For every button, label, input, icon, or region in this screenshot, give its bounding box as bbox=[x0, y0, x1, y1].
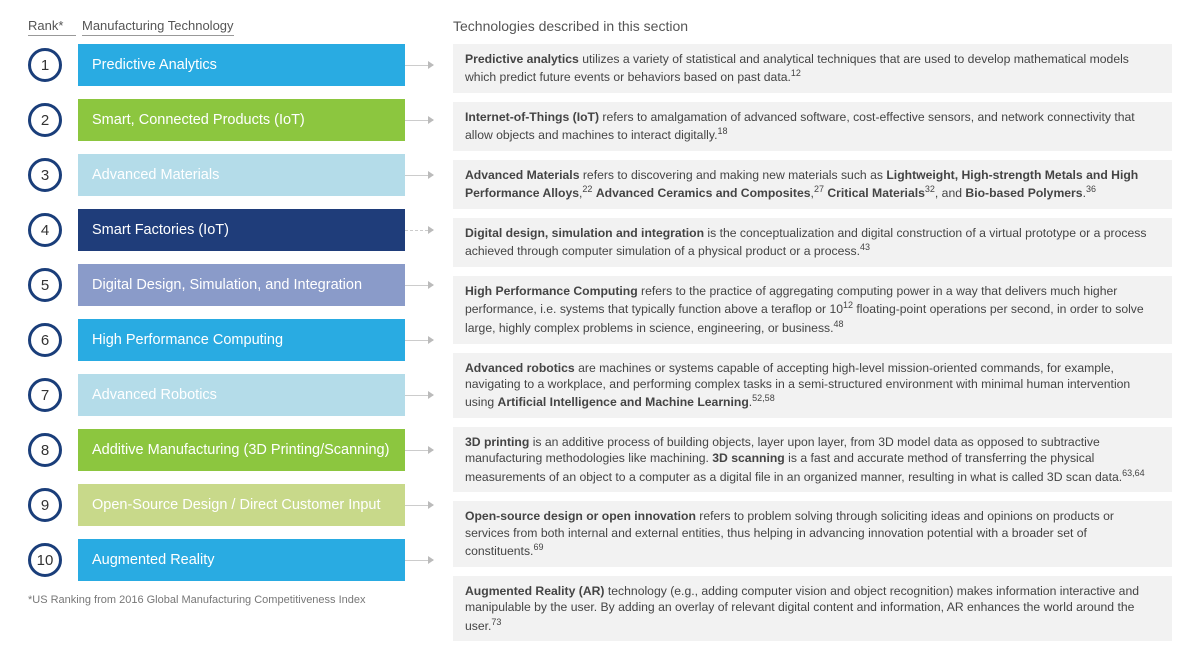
arrowhead-icon bbox=[428, 116, 434, 124]
descriptions-host: Predictive analytics utilizes a variety … bbox=[453, 44, 1172, 641]
connector bbox=[405, 484, 433, 526]
tech-row: 4 Smart Factories (IoT) bbox=[28, 209, 433, 251]
arrowhead-icon bbox=[428, 556, 434, 564]
arrowhead-icon bbox=[428, 61, 434, 69]
tech-row: 8 Additive Manufacturing (3D Printing/Sca… bbox=[28, 429, 433, 471]
tech-bar: Digital Design, Simulation, and Integrat… bbox=[78, 264, 405, 306]
rank-circle: 6 bbox=[28, 323, 62, 357]
tech-row: 6 High Performance Computing bbox=[28, 319, 433, 361]
tech-row: 1 Predictive Analytics bbox=[28, 44, 433, 86]
tech-bar: Predictive Analytics bbox=[78, 44, 405, 86]
header-rank: Rank* bbox=[28, 18, 76, 36]
connector bbox=[405, 539, 433, 581]
tech-row: 10 Augmented Reality bbox=[28, 539, 433, 581]
arrowhead-icon bbox=[428, 281, 434, 289]
right-column: Technologies described in this section P… bbox=[433, 18, 1172, 650]
arrowhead-icon bbox=[428, 391, 434, 399]
rank-circle: 9 bbox=[28, 488, 62, 522]
connector bbox=[405, 374, 433, 416]
connector bbox=[405, 429, 433, 471]
header-descriptions: Technologies described in this section bbox=[453, 18, 1172, 34]
tech-bar: Additive Manufacturing (3D Printing/Scan… bbox=[78, 429, 405, 471]
arrowhead-icon bbox=[428, 171, 434, 179]
description-block: Augmented Reality (AR) technology (e.g.,… bbox=[453, 576, 1172, 641]
arrowhead-icon bbox=[428, 336, 434, 344]
tech-bar: Augmented Reality bbox=[78, 539, 405, 581]
description-block: High Performance Computing refers to the… bbox=[453, 276, 1172, 344]
description-block: Internet-of-Things (IoT) refers to amalg… bbox=[453, 102, 1172, 151]
description-block: 3D printing is an additive process of bu… bbox=[453, 427, 1172, 492]
footnote: *US Ranking from 2016 Global Manufacturi… bbox=[28, 594, 433, 606]
tech-row: 3 Advanced Materials bbox=[28, 154, 433, 196]
connector bbox=[405, 209, 433, 251]
tech-row: 5 Digital Design, Simulation, and Integra… bbox=[28, 264, 433, 306]
description-block: Advanced Materials refers to discovering… bbox=[453, 160, 1172, 209]
tech-bar: High Performance Computing bbox=[78, 319, 405, 361]
rank-circle: 8 bbox=[28, 433, 62, 467]
description-block: Predictive analytics utilizes a variety … bbox=[453, 44, 1172, 93]
rank-circle: 3 bbox=[28, 158, 62, 192]
left-column: Rank* Manufacturing Technology 1 Predicti… bbox=[28, 18, 433, 650]
header-tech: Manufacturing Technology bbox=[82, 18, 234, 36]
connector bbox=[405, 319, 433, 361]
left-headers: Rank* Manufacturing Technology bbox=[28, 18, 433, 36]
description-block: Open-source design or open innovation re… bbox=[453, 501, 1172, 566]
tech-row: 9 Open-Source Design / Direct Customer In… bbox=[28, 484, 433, 526]
arrowhead-icon bbox=[428, 226, 434, 234]
connector bbox=[405, 44, 433, 86]
rank-circle: 2 bbox=[28, 103, 62, 137]
tech-bar: Open-Source Design / Direct Customer Inp… bbox=[78, 484, 405, 526]
tech-bar: Smart, Connected Products (IoT) bbox=[78, 99, 405, 141]
tech-row: 2 Smart, Connected Products (IoT) bbox=[28, 99, 433, 141]
tech-row: 7 Advanced Robotics bbox=[28, 374, 433, 416]
description-block: Digital design, simulation and integrati… bbox=[453, 218, 1172, 267]
rank-circle: 5 bbox=[28, 268, 62, 302]
rank-circle: 4 bbox=[28, 213, 62, 247]
rank-circle: 7 bbox=[28, 378, 62, 412]
rows-host: 1 Predictive Analytics 2 Smart, Connected P… bbox=[28, 44, 433, 581]
arrowhead-icon bbox=[428, 446, 434, 454]
main-container: Rank* Manufacturing Technology 1 Predicti… bbox=[28, 18, 1172, 650]
arrowhead-icon bbox=[428, 501, 434, 509]
connector bbox=[405, 154, 433, 196]
tech-bar: Smart Factories (IoT) bbox=[78, 209, 405, 251]
tech-bar: Advanced Materials bbox=[78, 154, 405, 196]
connector bbox=[405, 264, 433, 306]
description-block: Advanced robotics are machines or system… bbox=[453, 353, 1172, 418]
connector bbox=[405, 99, 433, 141]
tech-bar: Advanced Robotics bbox=[78, 374, 405, 416]
rank-circle: 1 bbox=[28, 48, 62, 82]
rank-circle: 10 bbox=[28, 543, 62, 577]
